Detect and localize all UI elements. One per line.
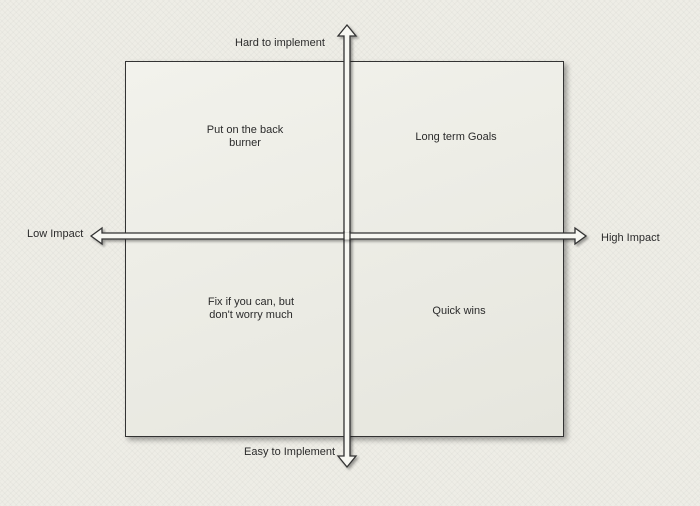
low-impact-label: Low Impact <box>27 228 84 240</box>
vertical-axis-shaft <box>344 232 350 240</box>
quadrant-top-right: Long term Goals <box>415 131 497 143</box>
quadrant-top-left: Put on the back burner <box>206 124 284 149</box>
horizontal-axis-arrow <box>89 226 588 246</box>
quadrant-bottom-left: Fix if you can, but don't worry much <box>207 296 295 321</box>
vertical-axis-arrow <box>336 23 358 469</box>
high-impact-label: High Impact <box>601 232 660 244</box>
easy-to-implement-label: Easy to Implement <box>244 446 336 458</box>
hard-to-implement-label: Hard to implement <box>235 37 325 49</box>
quadrant-bottom-right: Quick wins <box>432 305 486 317</box>
